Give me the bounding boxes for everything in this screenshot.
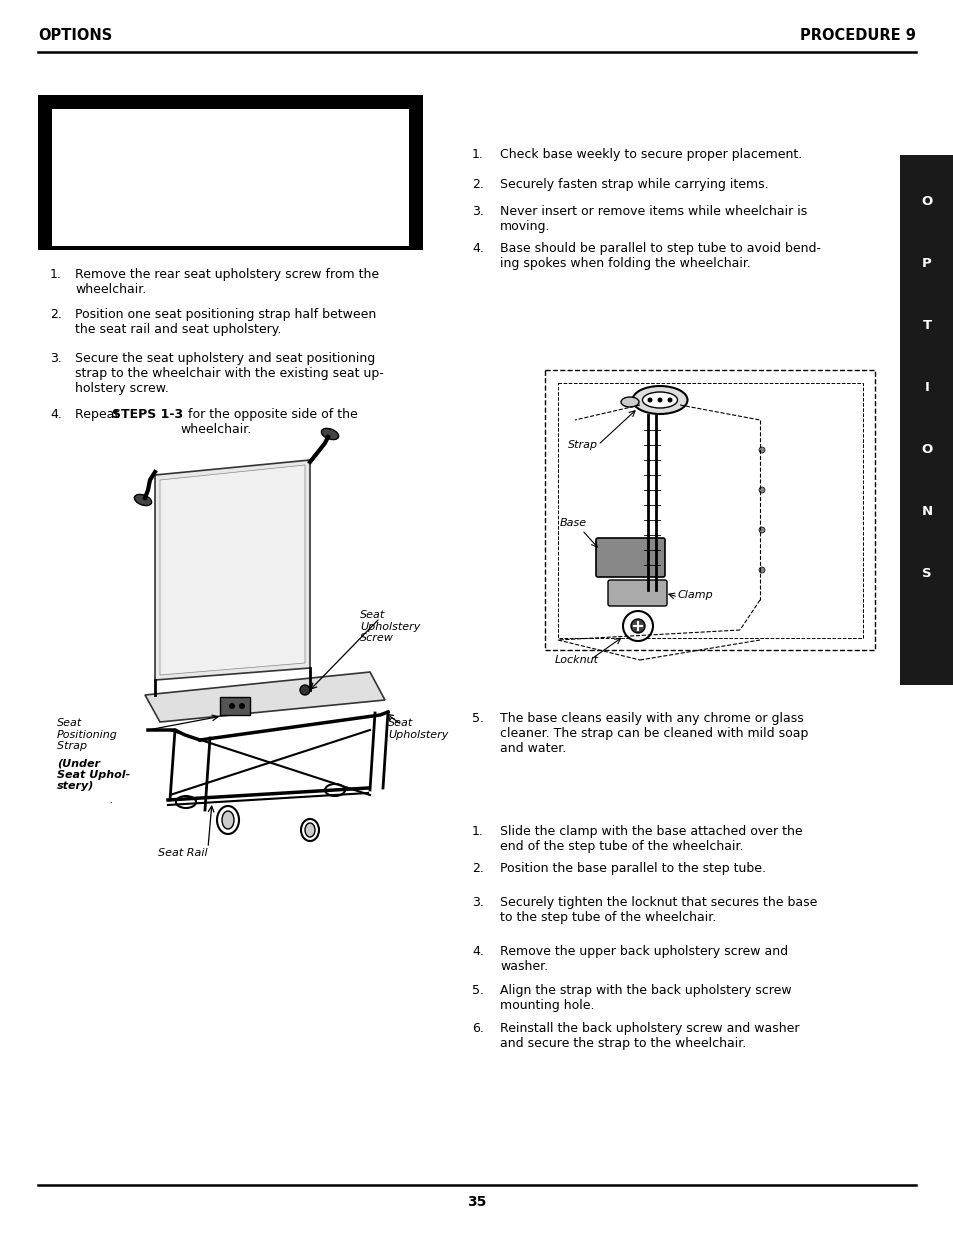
Circle shape [647, 398, 652, 403]
Text: Remove the rear seat upholstery screw from the
wheelchair.: Remove the rear seat upholstery screw fr… [75, 268, 378, 296]
Text: 6.: 6. [472, 1023, 483, 1035]
Text: 4.: 4. [50, 408, 62, 421]
Bar [220, 697, 250, 715]
Text: 35: 35 [467, 1195, 486, 1209]
Text: Position one seat positioning strap half between
the seat rail and seat upholste: Position one seat positioning strap half… [75, 308, 375, 336]
Bar [544, 370, 874, 650]
Polygon shape [160, 466, 305, 676]
Circle shape [630, 619, 644, 634]
Circle shape [622, 611, 652, 641]
Text: Clamp: Clamp [678, 590, 713, 600]
Text: Position the base parallel to the step tube.: Position the base parallel to the step t… [499, 862, 765, 876]
Bar [52, 109, 409, 246]
Text: Securely fasten strap while carrying items.: Securely fasten strap while carrying ite… [499, 178, 768, 191]
Text: Seat Rail: Seat Rail [158, 848, 208, 858]
Text: Strap: Strap [567, 440, 598, 450]
Text: The base cleans easily with any chrome or glass
cleaner. The strap can be cleane: The base cleans easily with any chrome o… [499, 713, 807, 755]
FancyBboxPatch shape [596, 538, 664, 577]
Text: 3.: 3. [50, 352, 62, 366]
Text: Locknut: Locknut [555, 655, 598, 664]
Ellipse shape [325, 784, 345, 797]
Text: Check base weekly to secure proper placement.: Check base weekly to secure proper place… [499, 148, 801, 161]
Circle shape [657, 398, 661, 403]
Text: STEPS 1-3: STEPS 1-3 [112, 408, 183, 421]
Text: S: S [922, 567, 931, 580]
Text: Seat
Upholstery
Screw: Seat Upholstery Screw [359, 610, 420, 643]
Text: Remove the upper back upholstery screw and
washer.: Remove the upper back upholstery screw a… [499, 945, 787, 973]
Ellipse shape [620, 396, 639, 408]
Text: 1.: 1. [472, 825, 483, 839]
Circle shape [759, 567, 764, 573]
Text: 5.: 5. [472, 984, 483, 997]
Ellipse shape [134, 494, 152, 505]
Text: 3.: 3. [472, 897, 483, 909]
Circle shape [667, 398, 672, 403]
Circle shape [229, 703, 234, 709]
Text: 1.: 1. [50, 268, 62, 282]
Text: Base should be parallel to step tube to avoid bend-
ing spokes when folding the : Base should be parallel to step tube to … [499, 242, 821, 270]
Text: Align the strap with the back upholstery screw
mounting hole.: Align the strap with the back upholstery… [499, 984, 791, 1011]
Bar [38, 95, 422, 249]
Text: 2.: 2. [472, 178, 483, 191]
Text: 1.: 1. [472, 148, 483, 161]
Text: O: O [921, 195, 932, 207]
Circle shape [759, 447, 764, 453]
Text: N: N [921, 505, 932, 517]
Text: O: O [921, 443, 932, 456]
Text: .: . [109, 795, 112, 805]
Polygon shape [154, 459, 310, 680]
Ellipse shape [301, 819, 318, 841]
Text: Repeat: Repeat [75, 408, 123, 421]
Text: Reinstall the back upholstery screw and washer
and secure the strap to the wheel: Reinstall the back upholstery screw and … [499, 1023, 799, 1050]
Text: 3.: 3. [472, 205, 483, 219]
Circle shape [759, 527, 764, 534]
Ellipse shape [321, 429, 338, 440]
Text: PROCEDURE 9: PROCEDURE 9 [800, 28, 915, 43]
Bar [899, 156, 953, 685]
Ellipse shape [222, 811, 233, 829]
Text: 2.: 2. [472, 862, 483, 876]
Text: 5.: 5. [472, 713, 483, 725]
Text: T: T [922, 319, 930, 332]
Text: Slide the clamp with the base attached over the
end of the step tube of the whee: Slide the clamp with the base attached o… [499, 825, 801, 853]
Ellipse shape [305, 823, 314, 837]
Text: 4.: 4. [472, 242, 483, 254]
Circle shape [299, 685, 310, 695]
Circle shape [759, 487, 764, 493]
Text: Secure the seat upholstery and seat positioning
strap to the wheelchair with the: Secure the seat upholstery and seat posi… [75, 352, 383, 395]
Text: I: I [923, 382, 928, 394]
Text: for the opposite side of the
wheelchair.: for the opposite side of the wheelchair. [180, 408, 357, 436]
Ellipse shape [632, 387, 687, 414]
Text: 4.: 4. [472, 945, 483, 958]
Ellipse shape [641, 391, 677, 408]
Text: Seat
Upholstery: Seat Upholstery [388, 718, 448, 740]
Text: OPTIONS: OPTIONS [38, 28, 112, 43]
Text: (Under
Seat Uphol-
stery): (Under Seat Uphol- stery) [57, 758, 131, 792]
Text: 2.: 2. [50, 308, 62, 321]
Text: Securely tighten the locknut that secures the base
to the step tube of the wheel: Securely tighten the locknut that secure… [499, 897, 817, 924]
Ellipse shape [175, 797, 195, 808]
Polygon shape [145, 672, 385, 722]
Text: Seat
Positioning
Strap: Seat Positioning Strap [57, 718, 118, 751]
Circle shape [239, 703, 245, 709]
Text: Base: Base [559, 517, 586, 529]
Ellipse shape [216, 806, 239, 834]
FancyBboxPatch shape [607, 580, 666, 606]
Text: Never insert or remove items while wheelchair is
moving.: Never insert or remove items while wheel… [499, 205, 806, 233]
Bar [558, 383, 862, 638]
Text: P: P [922, 257, 931, 270]
